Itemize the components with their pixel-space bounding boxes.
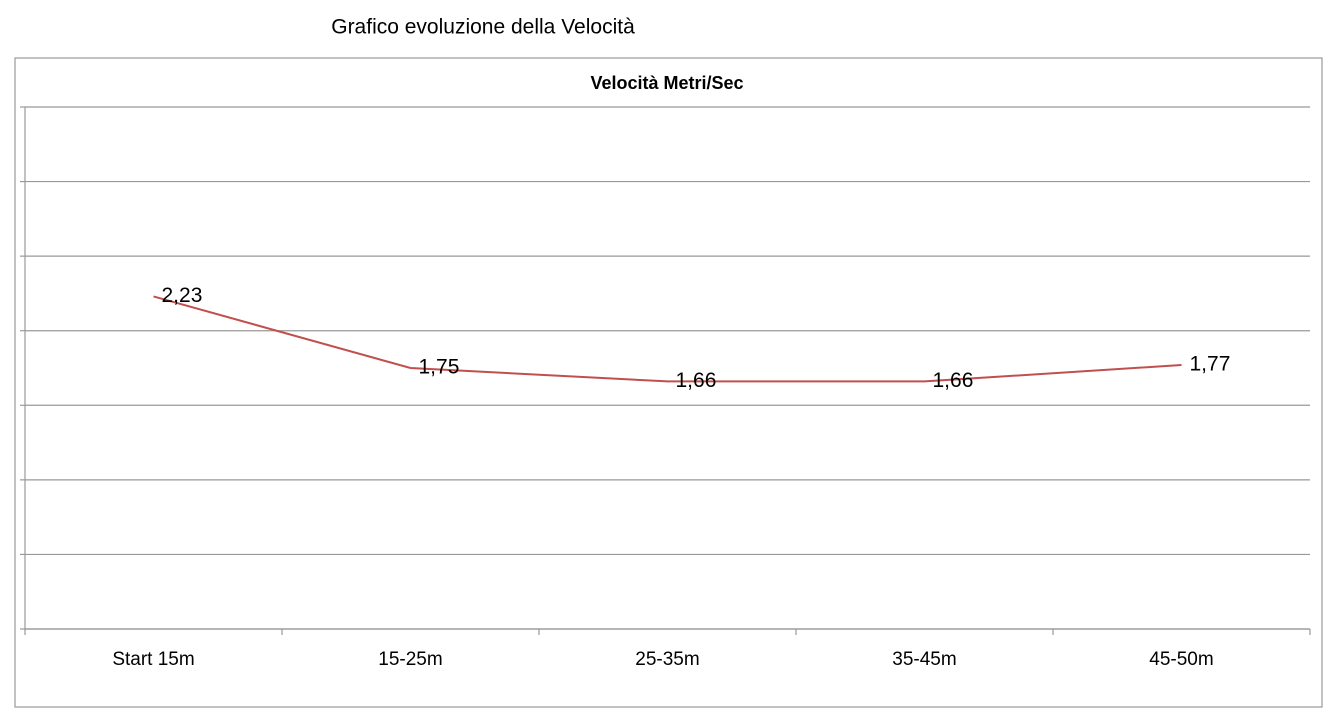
data-label: 1,66 (676, 369, 717, 392)
x-tick-label: 45-50m (1149, 649, 1213, 670)
x-tick-label: Start 15m (112, 649, 194, 670)
data-label: 1,75 (419, 356, 460, 379)
data-label: 1,77 (1190, 353, 1231, 376)
data-label: 2,23 (162, 284, 203, 307)
chart-frame (14, 57, 1323, 708)
x-tick-label: 15-25m (378, 649, 442, 670)
data-line (153, 295, 1182, 383)
data-label: 1,66 (933, 369, 974, 392)
page-heading: Grafico evoluzione della Velocità (331, 16, 635, 39)
x-tick-label: 25-35m (635, 649, 699, 670)
x-tick-label: 35-45m (892, 649, 956, 670)
chart-title: Velocità Metri/Sec (590, 73, 743, 93)
